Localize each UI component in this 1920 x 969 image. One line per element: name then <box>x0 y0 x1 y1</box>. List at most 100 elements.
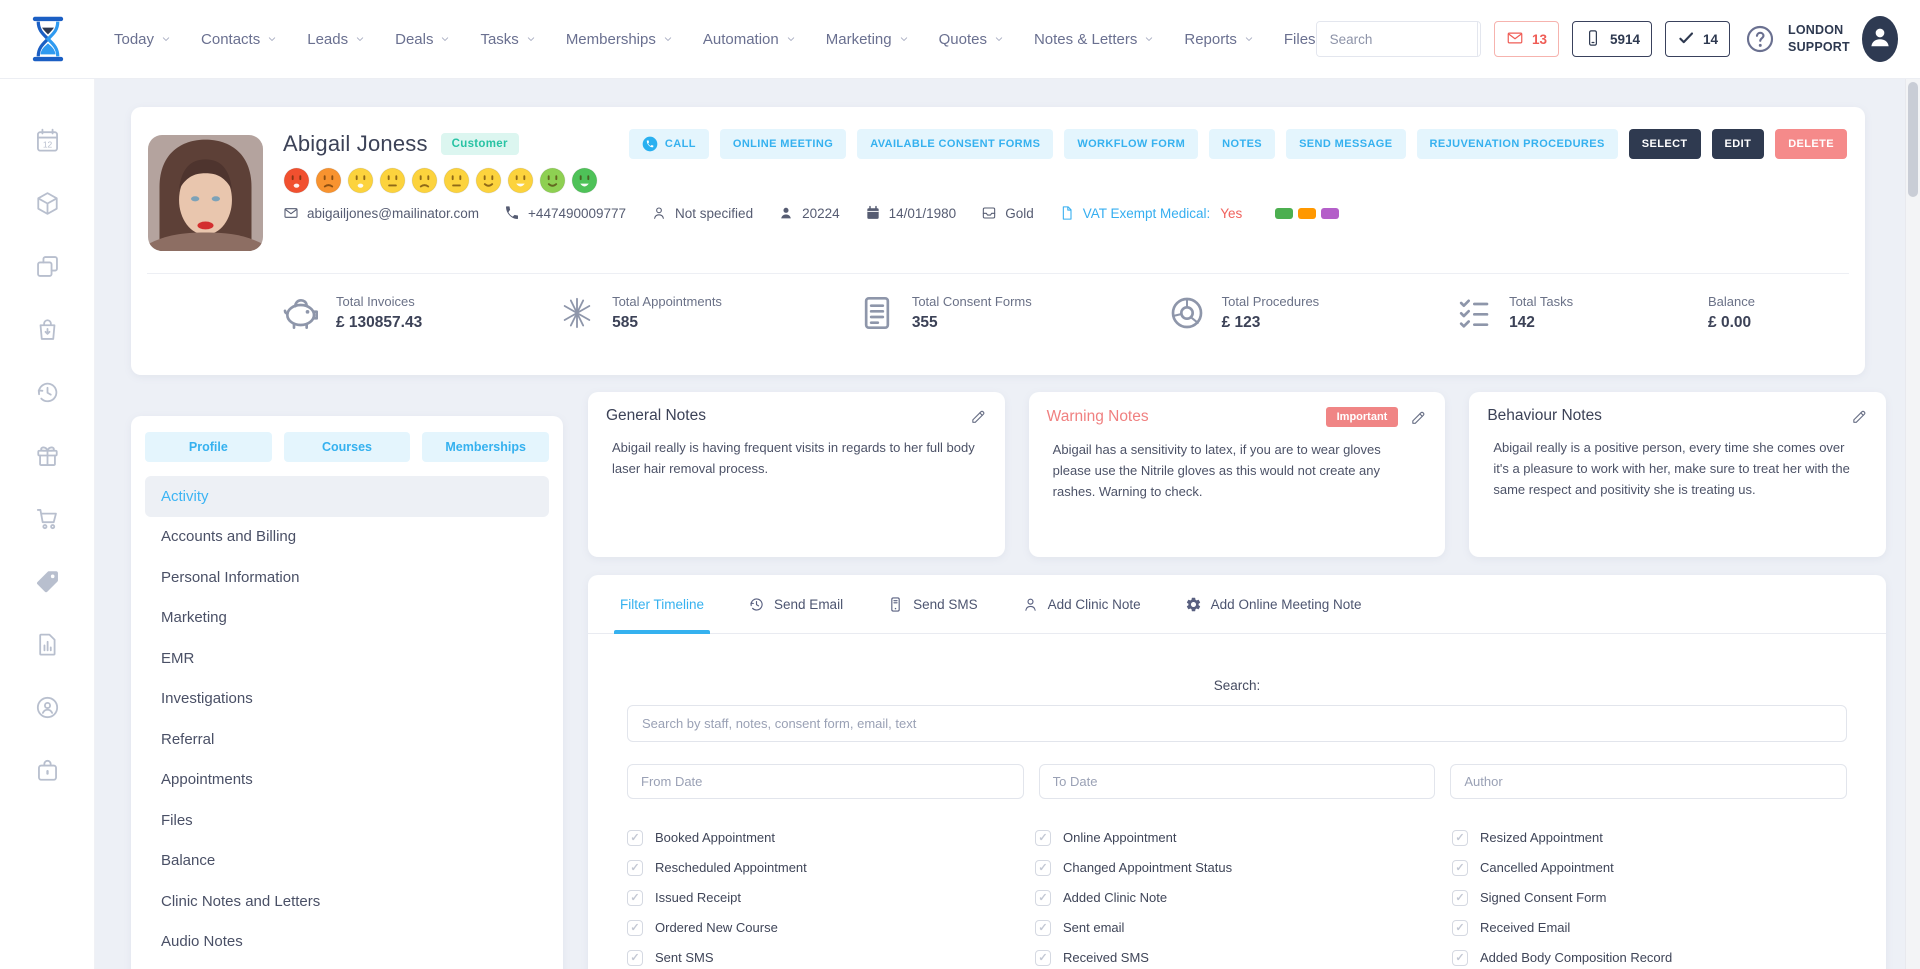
shopping-bag-icon[interactable] <box>34 316 61 343</box>
nav-item-files[interactable]: Files <box>1284 31 1316 48</box>
report-icon[interactable] <box>34 631 61 658</box>
mood-face-1[interactable] <box>283 167 310 194</box>
mood-face-4[interactable] <box>379 167 406 194</box>
checkbox-icon[interactable]: ✓ <box>1035 859 1051 876</box>
nav-item-tasks[interactable]: Tasks <box>480 31 536 48</box>
checkbox-icon[interactable]: ✓ <box>1452 949 1468 966</box>
call-button[interactable]: CALL <box>628 129 709 159</box>
scrollbar-track[interactable] <box>1905 79 1920 969</box>
tasks-badge[interactable]: 14 <box>1665 21 1731 57</box>
available-consent-forms-button[interactable]: AVAILABLE CONSENT FORMS <box>857 129 1054 159</box>
tab-add-clinic-note[interactable]: Add Clinic Note <box>1022 575 1141 634</box>
sidebar-item-clinic-notes-and-letters[interactable]: Clinic Notes and Letters <box>161 892 321 910</box>
hourglass-logo[interactable] <box>22 13 74 65</box>
history-icon[interactable] <box>34 379 61 406</box>
checkbox-icon[interactable]: ✓ <box>627 949 643 966</box>
nav-item-notes-letters[interactable]: Notes & Letters <box>1034 31 1155 48</box>
mood-face-9[interactable] <box>539 167 566 194</box>
tab-send-sms[interactable]: Send SMS <box>887 575 978 634</box>
copies-icon[interactable] <box>34 253 61 280</box>
sidebar-item-activity[interactable]: Activity <box>145 476 549 517</box>
sidebar-item-marketing[interactable]: Marketing <box>161 609 227 627</box>
online-meeting-button[interactable]: ONLINE MEETING <box>719 129 847 159</box>
search-input[interactable] <box>1316 22 1477 56</box>
mood-face-10[interactable] <box>571 167 598 194</box>
checkbox-icon[interactable]: ✓ <box>1035 829 1051 846</box>
nav-item-deals[interactable]: Deals <box>395 31 451 48</box>
sidebar-item-appointments[interactable]: Appointments <box>161 771 253 789</box>
help-button[interactable] <box>1744 23 1776 55</box>
side-tab-memberships[interactable]: Memberships <box>422 432 550 462</box>
tab-filter-timeline[interactable]: Filter Timeline <box>613 575 711 634</box>
delete-button[interactable]: DELETE <box>1775 129 1847 159</box>
search-button[interactable] <box>1476 22 1480 56</box>
checkbox-icon[interactable]: ✓ <box>1452 889 1468 906</box>
side-tab-courses[interactable]: Courses <box>283 432 411 462</box>
nav-item-contacts[interactable]: Contacts <box>201 31 278 48</box>
edit-button[interactable]: EDIT <box>1711 129 1765 159</box>
to-date-input[interactable] <box>1038 764 1436 799</box>
workflow-form-button[interactable]: WORKFLOW FORM <box>1064 129 1199 159</box>
nav-item-marketing[interactable]: Marketing <box>826 31 910 48</box>
nav-item-memberships[interactable]: Memberships <box>566 31 674 48</box>
mail-badge[interactable]: 13 <box>1493 21 1559 57</box>
checkbox-icon[interactable]: ✓ <box>627 889 643 906</box>
mood-face-3[interactable] <box>347 167 374 194</box>
from-date-input[interactable] <box>627 764 1024 799</box>
user-avatar[interactable] <box>1861 16 1898 62</box>
checkbox-icon[interactable]: ✓ <box>627 919 643 936</box>
timeline-search-input[interactable] <box>627 705 1847 742</box>
gift-icon[interactable] <box>34 442 61 469</box>
nav-item-automation[interactable]: Automation <box>703 31 797 48</box>
send-message-button[interactable]: SEND MESSAGE <box>1286 129 1406 159</box>
package-icon[interactable] <box>34 190 61 217</box>
checkbox-icon[interactable]: ✓ <box>1035 949 1051 966</box>
contact-email[interactable]: abigailjones@mailinator.com <box>283 205 479 221</box>
rejuvenation-procedures-button[interactable]: REJUVENATION PROCEDURES <box>1416 129 1618 159</box>
tab-send-email[interactable]: Send Email <box>748 575 843 634</box>
sidebar-item-emr[interactable]: EMR <box>161 649 195 667</box>
select-button[interactable]: SELECT <box>1628 129 1701 159</box>
tag-pill-1[interactable] <box>1275 207 1294 219</box>
tag-pill-3[interactable] <box>1321 207 1340 219</box>
nav-item-reports[interactable]: Reports <box>1184 31 1255 48</box>
checkbox-icon[interactable]: ✓ <box>1035 919 1051 936</box>
mood-face-8[interactable] <box>507 167 534 194</box>
pencil-icon[interactable] <box>1851 408 1868 425</box>
lock-case-icon[interactable] <box>34 757 61 784</box>
sidebar-item-personal-information[interactable]: Personal Information <box>161 568 300 586</box>
mood-face-5[interactable] <box>411 167 438 194</box>
mood-face-2[interactable] <box>315 167 342 194</box>
mood-face-6[interactable] <box>443 167 470 194</box>
sidebar-item-balance[interactable]: Balance <box>161 852 216 870</box>
cart-icon[interactable] <box>34 505 61 532</box>
checkbox-icon[interactable]: ✓ <box>1452 919 1468 936</box>
tab-add-online-meeting-note[interactable]: Add Online Meeting Note <box>1185 575 1362 634</box>
pencil-icon[interactable] <box>1410 409 1427 426</box>
checkbox-icon[interactable]: ✓ <box>1452 859 1468 876</box>
phone-badge[interactable]: 5914 <box>1571 21 1653 57</box>
sidebar-item-files[interactable]: Files <box>161 811 193 829</box>
nav-item-quotes[interactable]: Quotes <box>939 31 1005 48</box>
tag-pill-2[interactable] <box>1298 207 1317 219</box>
sidebar-item-audio-notes[interactable]: Audio Notes <box>161 933 243 951</box>
checkbox-icon[interactable]: ✓ <box>627 829 643 846</box>
nav-item-today[interactable]: Today <box>114 31 172 48</box>
notes-button[interactable]: NOTES <box>1209 129 1276 159</box>
side-tab-profile[interactable]: Profile <box>145 432 272 462</box>
checkbox-icon[interactable]: ✓ <box>1035 889 1051 906</box>
checkbox-icon[interactable]: ✓ <box>627 859 643 876</box>
contact-phone[interactable]: +447490009777 <box>504 205 626 221</box>
pencil-icon[interactable] <box>970 408 987 425</box>
author-input[interactable] <box>1450 764 1848 799</box>
nav-item-leads[interactable]: Leads <box>307 31 366 48</box>
mood-face-7[interactable] <box>475 167 502 194</box>
sidebar-item-investigations[interactable]: Investigations <box>161 690 253 708</box>
sidebar-item-accounts-and-billing[interactable]: Accounts and Billing <box>161 528 297 546</box>
calendar-12-icon[interactable]: 12 <box>34 127 61 154</box>
scrollbar-thumb[interactable] <box>1908 82 1918 197</box>
sidebar-item-referral[interactable]: Referral <box>161 730 215 748</box>
support-icon[interactable] <box>34 694 61 721</box>
checkbox-icon[interactable]: ✓ <box>1452 829 1468 846</box>
price-tag-icon[interactable] <box>34 568 61 595</box>
